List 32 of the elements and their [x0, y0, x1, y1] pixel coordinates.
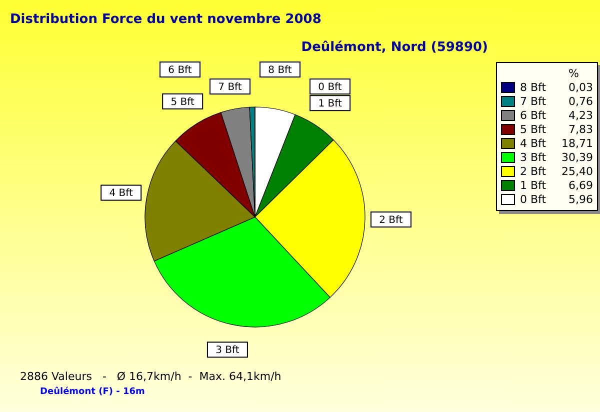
slice-label: 4 Bft	[109, 188, 133, 200]
data-label: 18,71	[560, 136, 593, 150]
data-label: 0,03	[568, 80, 593, 94]
slice-label: 5 Bft	[170, 96, 195, 108]
legend-label: 7 Bft	[520, 94, 548, 108]
slice-label: 7 Bft	[218, 82, 242, 93]
data-label: 6,69	[568, 178, 593, 192]
legend-label: 0 Bft	[520, 192, 548, 206]
legend-label: 6 Bft	[520, 108, 548, 122]
legend-label: 5 Bft	[520, 122, 548, 136]
chart-title: Distribution Force du vent novembre 2008	[10, 12, 322, 27]
legend-label: 4 Bft	[520, 136, 548, 150]
data-label: 4,23	[568, 108, 593, 122]
data-label: 5,96	[568, 192, 593, 206]
slice-label: 1 Bft	[318, 98, 342, 110]
data-label: 30,39	[560, 150, 593, 164]
slice-label: 3 Bft	[216, 345, 240, 356]
legend-label: 2 Bft	[520, 164, 548, 178]
data-label: 7,83	[568, 122, 593, 136]
chart-subtitle: Deûlémont, Nord (59890)	[301, 40, 488, 55]
data-label: 25,40	[560, 164, 593, 178]
category-label: 6 Bft	[168, 65, 192, 76]
legend-label: 3 Bft	[520, 150, 548, 164]
legend-title: %	[568, 67, 580, 80]
legend-label: 1 Bft	[520, 178, 548, 192]
data-label: 0,76	[568, 94, 593, 108]
slice-label: 2 Bft	[379, 214, 403, 226]
category-label: 8 Bft	[268, 65, 292, 76]
text: 2886 Valeurs - Ø 16,7km/h - Max. 64,1km/h	[20, 370, 282, 383]
legend-label: 8 Bft	[520, 80, 548, 94]
category-label: 0 Bft	[318, 82, 342, 93]
text: Deûlémont (F) - 16m	[40, 387, 145, 397]
